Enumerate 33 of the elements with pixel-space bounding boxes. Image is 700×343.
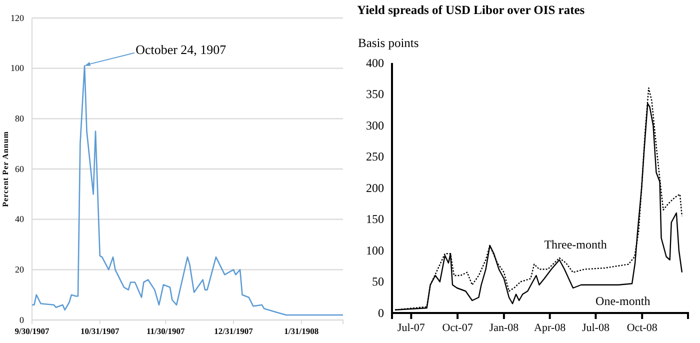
x-tick-label: 11/30/1907 [146, 326, 186, 336]
x-tick-label: Jan-08 [489, 322, 520, 334]
y-tick-label: 40 [15, 214, 24, 224]
y-tick-label: 350 [366, 87, 384, 102]
y-tick-label: 200 [366, 180, 384, 195]
x-tick-label: Jul-08 [582, 322, 610, 334]
series-label: Three-month [544, 238, 607, 252]
y-tick-label: 400 [366, 56, 384, 70]
x-tick-label: Apr-08 [534, 322, 566, 334]
x-tick-label: 1/31/1908 [284, 326, 319, 336]
y-tick-label: 300 [366, 118, 384, 132]
y-tick-label: 60 [15, 164, 24, 174]
y-tick-label: 100 [366, 243, 384, 258]
y-tick-label: 50 [372, 274, 384, 289]
x-tick-label: Oct-07 [442, 322, 474, 334]
y-axis-title: Percent Per Annum [1, 131, 10, 207]
y-tick-label: 100 [10, 63, 24, 74]
y-tick-label: 150 [366, 212, 384, 226]
x-tick-label: Oct-08 [626, 322, 658, 334]
y-axis-title: Basis points [358, 36, 419, 50]
x-tick-label: 12/31/1907 [214, 326, 254, 336]
chart-title: Yield spreads of USD Libor over OIS rates [357, 3, 585, 17]
y-tick-label: 120 [10, 12, 24, 23]
x-tick-label: 9/30/1907 [14, 326, 50, 336]
y-tick-label: 0 [378, 306, 384, 320]
series-label: One-month [596, 294, 650, 308]
x-tick-label: 10/31/1907 [80, 326, 120, 336]
y-tick-label: 20 [15, 264, 24, 275]
y-tick-label: 250 [366, 150, 384, 164]
annotation: October 24, 1907 [136, 42, 227, 57]
x-tick-label: Jul-07 [397, 322, 426, 334]
y-tick-label: 80 [15, 114, 24, 124]
y-tick-label: 0 [20, 314, 24, 325]
